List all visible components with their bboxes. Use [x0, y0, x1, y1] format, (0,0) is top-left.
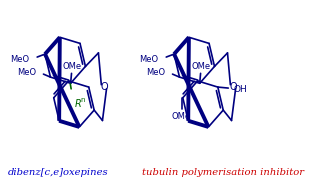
Text: MeO: MeO: [10, 55, 29, 64]
Text: dibenz[c,e]oxepines: dibenz[c,e]oxepines: [8, 168, 108, 177]
Text: OMe: OMe: [172, 112, 191, 121]
Text: R: R: [75, 99, 81, 109]
Text: tubulin polymerisation inhibitor: tubulin polymerisation inhibitor: [142, 168, 304, 177]
Text: OMe: OMe: [192, 62, 211, 71]
Text: OH: OH: [234, 84, 247, 94]
Text: OMe: OMe: [63, 62, 82, 71]
Text: O: O: [100, 82, 108, 92]
Text: MeO: MeO: [17, 68, 36, 77]
Text: n: n: [81, 97, 85, 103]
Text: MeO: MeO: [139, 55, 158, 64]
Text: O: O: [229, 82, 237, 92]
Text: MeO: MeO: [147, 68, 165, 77]
